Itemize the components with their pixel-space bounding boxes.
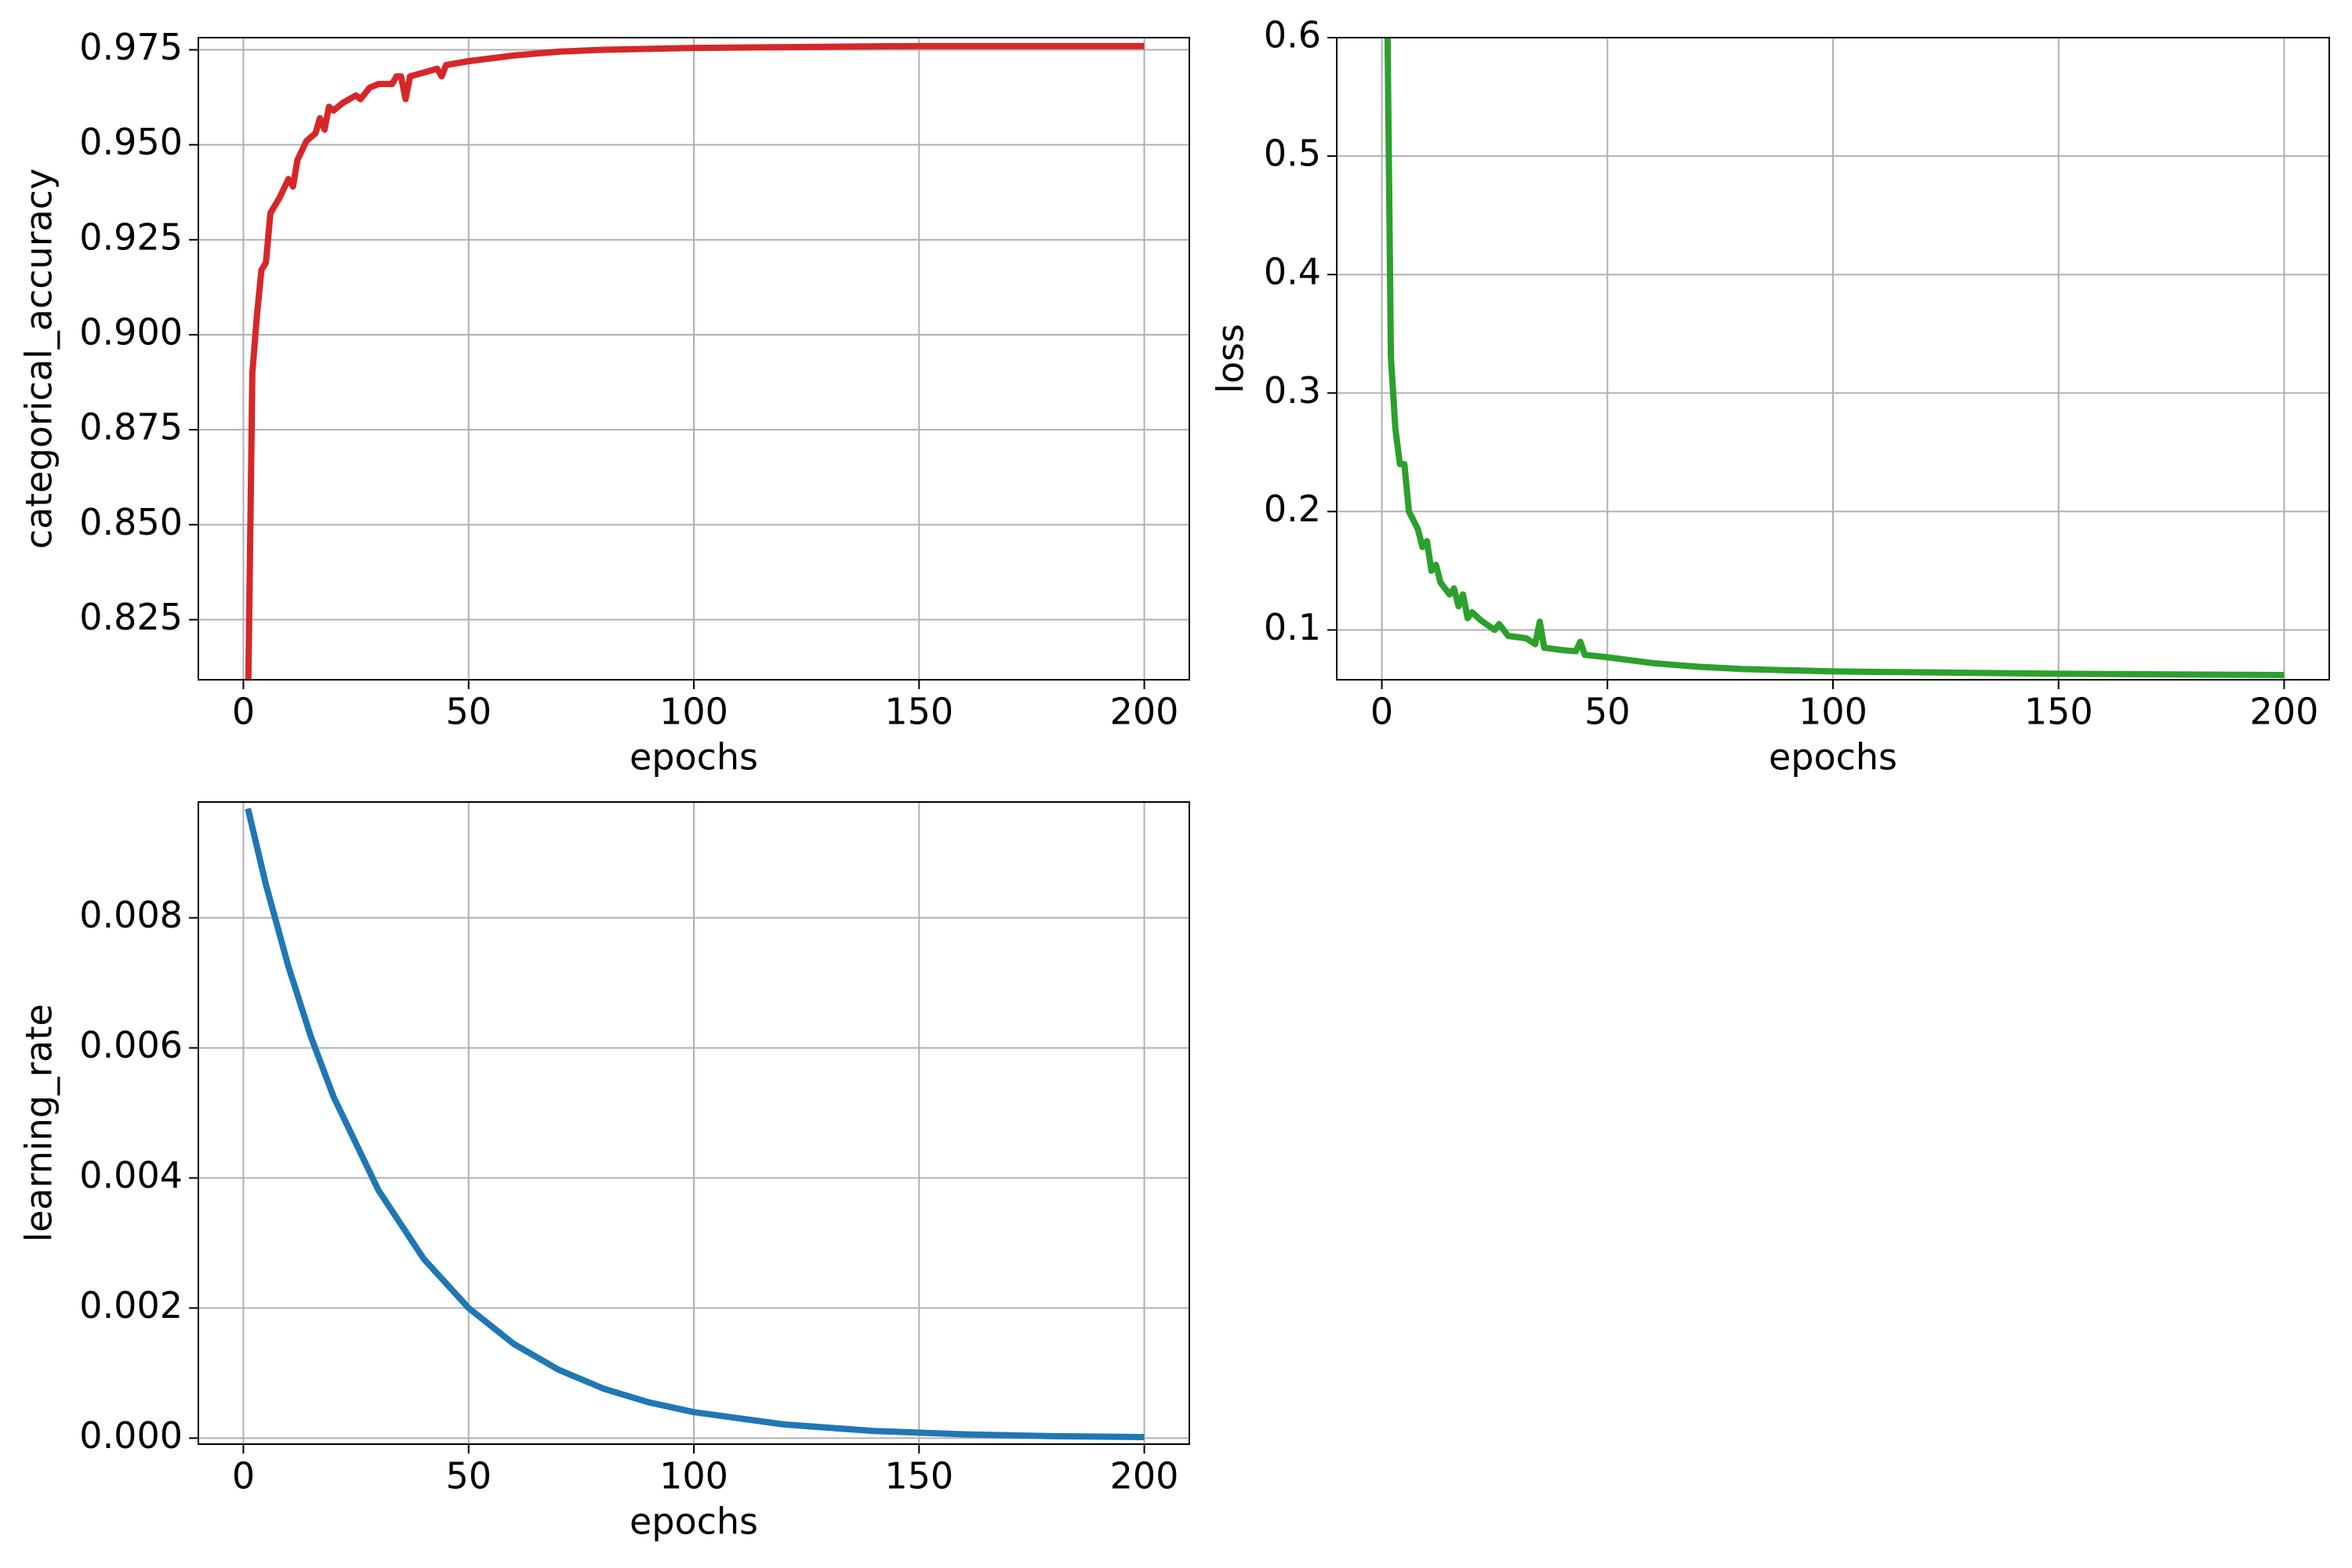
x-tick-label: 100	[659, 691, 728, 733]
x-axis-label: epochs	[630, 1501, 758, 1543]
y-tick-label: 0.975	[79, 26, 183, 68]
y-tick-label: 0.2	[1264, 488, 1321, 530]
data-line	[245, 42, 1145, 680]
x-tick-label: 50	[445, 1455, 492, 1497]
data-line	[1384, 38, 2285, 678]
y-tick-label: 0.5	[1264, 132, 1321, 175]
axes-frame	[1336, 37, 2330, 681]
y-tick-label: 0.006	[79, 1024, 183, 1066]
y-tick-label: 0.900	[79, 310, 183, 353]
y-tick-label: 0.850	[79, 501, 183, 543]
axes-frame	[198, 801, 1190, 1445]
x-tick-label: 100	[659, 1455, 728, 1497]
y-axis-label: learning_rate	[18, 1004, 60, 1242]
x-tick-label: 50	[1584, 691, 1631, 733]
y-tick-label: 0.1	[1264, 606, 1321, 648]
axes-frame	[198, 37, 1190, 681]
y-tick-label: 0.925	[79, 216, 183, 258]
x-tick-label: 150	[2024, 691, 2093, 733]
x-tick-label: 100	[1798, 691, 1867, 733]
subplot: 0 50 100 150 200 0.000 0.002 0.004 0.006 0.008 epo…	[18, 801, 1190, 1543]
x-tick-label: 200	[1110, 1455, 1179, 1497]
y-tick-label: 0.4	[1264, 251, 1321, 293]
y-tick-label: 0.950	[79, 121, 183, 163]
y-axis-label: categorical_accuracy	[18, 169, 60, 550]
x-tick-label: 200	[2250, 691, 2319, 733]
y-tick-label: 0.008	[79, 894, 183, 936]
x-tick-label: 50	[445, 691, 492, 733]
x-axis-label: epochs	[630, 736, 758, 779]
y-tick-label: 0.004	[79, 1154, 183, 1196]
y-tick-label: 0.000	[79, 1414, 183, 1457]
y-tick-label: 0.3	[1264, 369, 1321, 412]
x-tick-label: 0	[1370, 691, 1393, 733]
y-tick-label: 0.6	[1264, 14, 1321, 56]
subplot: 0 50 100 150 200 0.1 0.2 0.3 0.4 0.5 0.6 epochs loss	[1210, 14, 2330, 779]
y-tick-label: 0.002	[79, 1284, 183, 1327]
x-tick-label: 150	[884, 1455, 953, 1497]
x-tick-label: 150	[884, 691, 953, 733]
y-tick-label: 0.875	[79, 406, 183, 448]
x-tick-label: 0	[232, 691, 255, 733]
y-axis-label: loss	[1210, 324, 1252, 394]
y-tick-label: 0.825	[79, 596, 183, 638]
subplot: 0 50 100 150 200 0.825 0.850 0.875 0.900 0.925 0.9…	[18, 26, 1190, 779]
x-tick-label: 200	[1110, 691, 1179, 733]
x-tick-label: 0	[232, 1455, 255, 1497]
data-line	[245, 808, 1145, 1440]
x-axis-label: epochs	[1769, 736, 1897, 779]
